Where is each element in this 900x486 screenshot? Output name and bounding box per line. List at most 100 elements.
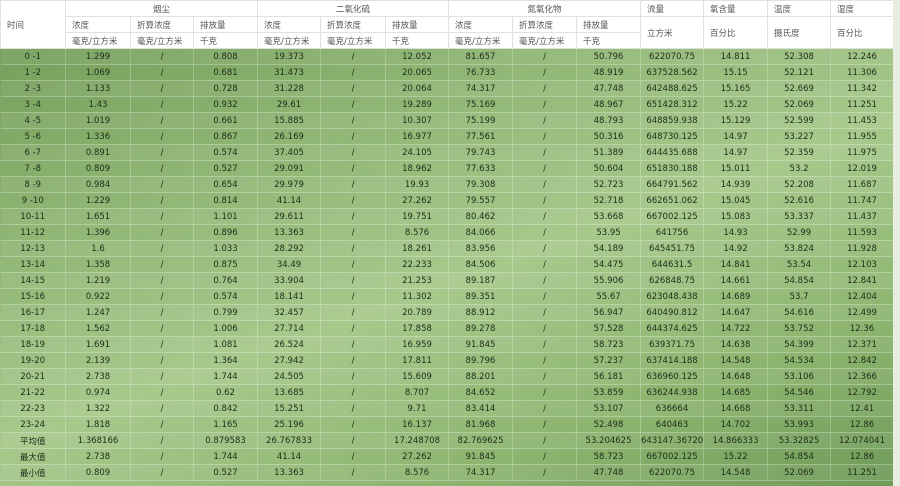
value-cell: 22.233 — [385, 256, 450, 273]
value-cell: 13.363 — [257, 224, 322, 241]
table-row: 21-22 0.974/0.62 13.685/8.707 84.652/53.859… — [0, 384, 895, 401]
value-cell: 667002.125 — [640, 448, 705, 465]
value-cell: 91.845 — [448, 448, 514, 465]
value-cell: / — [320, 320, 387, 337]
value-cell: / — [130, 448, 194, 465]
value-cell: / — [130, 240, 194, 257]
value-cell: 645451.75 — [640, 240, 705, 257]
value-cell: / — [130, 336, 194, 353]
value-cell: 17.858 — [385, 320, 450, 337]
value-cell: / — [130, 352, 194, 369]
value-cell: 77.561 — [448, 128, 514, 145]
header-unit: 立方米 — [640, 16, 705, 49]
value-cell: 15.22 — [703, 96, 769, 113]
value-cell: / — [512, 80, 578, 97]
header-cell: 时间 — [0, 0, 66, 49]
value-cell: / — [320, 272, 387, 289]
time-cell: 1 -2 — [0, 64, 66, 81]
value-cell: / — [320, 336, 387, 353]
value-cell: 12.499 — [830, 304, 895, 321]
value-cell: 642488.625 — [640, 80, 705, 97]
table-row: 4 -5 1.019/0.661 15.885/10.307 75.199/48.79… — [0, 112, 895, 129]
value-cell: 21.253 — [385, 272, 450, 289]
time-cell: 23-24 — [0, 416, 66, 433]
value-cell: 637528.562 — [640, 64, 705, 81]
scrollbar[interactable] — [893, 0, 900, 486]
time-cell: 0 -1 — [0, 48, 66, 65]
value-cell: 41.14 — [257, 448, 322, 465]
table-row: 23-24 1.818/1.165 25.196/16.137 81.968/52.4… — [0, 416, 895, 433]
value-cell: 18.962 — [385, 160, 450, 177]
value-cell: 53.2 — [767, 160, 832, 177]
value-cell: 53.311 — [767, 400, 832, 417]
value-cell: 88.912 — [448, 304, 514, 321]
value-cell: 33.904 — [257, 272, 322, 289]
value-cell: 11.251 — [830, 96, 895, 113]
value-cell: 48.967 — [576, 96, 642, 113]
header-sub: 折算浓度 — [130, 16, 194, 33]
value-cell: 662651.062 — [640, 192, 705, 209]
value-cell: 51.389 — [576, 144, 642, 161]
value-cell: / — [512, 384, 578, 401]
value-cell: 1.229 — [65, 192, 131, 209]
value-cell: 28.292 — [257, 240, 322, 257]
header-cell: 湿度 — [830, 0, 895, 17]
table-row: 最大值 2.738/1.744 41.14/27.262 91.845/58.723 6… — [0, 448, 895, 465]
value-cell: / — [130, 176, 194, 193]
value-cell: 15.885 — [257, 112, 322, 129]
value-cell: 14.92 — [703, 240, 769, 257]
value-cell: / — [320, 256, 387, 273]
value-cell: 644435.688 — [640, 144, 705, 161]
value-cell: 53.227 — [767, 128, 832, 145]
table-header: 时间 烟尘 二氧化硫 氮氧化物 流量 氧含量 温度 湿度 浓度 折算浓度 排放量 浓度 折算浓度 排放量浓… — [0, 0, 895, 49]
value-cell: / — [130, 464, 194, 481]
value-cell: 14.548 — [703, 464, 769, 481]
header-unit: 千克 — [576, 32, 642, 49]
value-cell: / — [130, 48, 194, 65]
value-cell: 1.364 — [193, 352, 259, 369]
value-cell: / — [512, 272, 578, 289]
header-unit: 毫克/立方米 — [257, 32, 322, 49]
value-cell: / — [512, 256, 578, 273]
value-cell: 55.67 — [576, 288, 642, 305]
header-row: 毫克/立方米 毫克/立方米 千克 毫克/立方米 毫克/立方米 千克 毫克/立方米 毫克/立方米… — [1, 32, 894, 49]
value-cell: 18.261 — [385, 240, 450, 257]
value-cell: 0.654 — [193, 176, 259, 193]
value-cell: 24.505 — [257, 368, 322, 385]
value-cell: 0.932 — [193, 96, 259, 113]
value-cell: 0.527 — [193, 464, 259, 481]
value-cell: 14.548 — [703, 352, 769, 369]
value-cell: 1.396 — [65, 224, 131, 241]
value-cell: 83.956 — [448, 240, 514, 257]
header-group: 二氧化硫 — [257, 0, 450, 17]
value-cell: 52.99 — [767, 224, 832, 241]
value-cell: 52.069 — [767, 96, 832, 113]
value-cell: 53.859 — [576, 384, 642, 401]
table-row: 20-21 2.738/1.744 24.505/15.609 88.201/56.1… — [0, 368, 895, 385]
header-unit: 毫克/立方米 — [65, 32, 131, 49]
value-cell: 52.208 — [767, 176, 832, 193]
value-cell: 47.748 — [576, 464, 642, 481]
value-cell: 12.41 — [830, 400, 895, 417]
value-cell: 77.633 — [448, 160, 514, 177]
value-cell: 0.814 — [193, 192, 259, 209]
value-cell: 19.373 — [257, 48, 322, 65]
value-cell: 15.083 — [703, 208, 769, 225]
value-cell: 31.473 — [257, 64, 322, 81]
value-cell: 1.691 — [65, 336, 131, 353]
value-cell: 52.121 — [767, 64, 832, 81]
value-cell: 19.93 — [385, 176, 450, 193]
value-cell: / — [512, 240, 578, 257]
value-cell: 57.237 — [576, 352, 642, 369]
table-row: 11-12 1.396/0.896 13.363/8.576 84.066/53.95… — [0, 224, 895, 241]
value-cell: 11.975 — [830, 144, 895, 161]
value-cell: 1.562 — [65, 320, 131, 337]
header-row: 浓度 折算浓度 排放量 浓度 折算浓度 排放量 浓度 折算浓度 排放量 立方米 百分比 摄氏度 百分比 — [1, 16, 895, 49]
value-cell: / — [130, 304, 194, 321]
header-sub: 排放量 — [192, 16, 259, 33]
value-cell: 0.809 — [65, 464, 131, 481]
time-cell: 9 -10 — [0, 192, 66, 209]
value-cell: 11.342 — [830, 80, 895, 97]
value-cell: 29.979 — [257, 176, 322, 193]
